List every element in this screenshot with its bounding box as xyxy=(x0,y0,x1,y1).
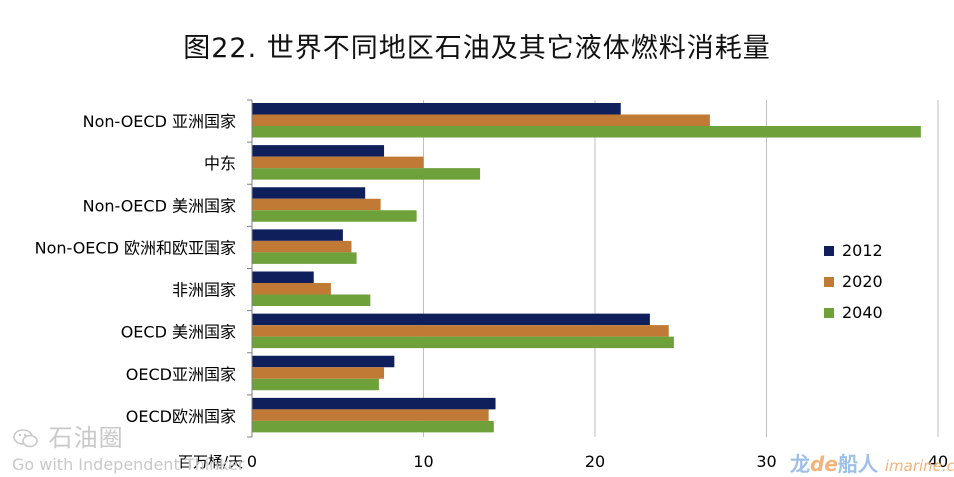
watermark-right: 龙de船人 imarine.cn xyxy=(790,448,954,477)
grid-layer xyxy=(423,100,939,437)
bar-2012 xyxy=(252,187,366,199)
bar-2012 xyxy=(252,103,621,115)
bar-2040 xyxy=(252,336,674,349)
bar-2020 xyxy=(252,409,489,421)
bar-2020 xyxy=(252,283,331,295)
x-tick-label: 20 xyxy=(585,452,605,471)
bar-2020 xyxy=(252,198,381,211)
bar-2012 xyxy=(252,313,650,326)
legend-label: 2012 xyxy=(842,241,883,260)
bar-2012 xyxy=(252,271,314,283)
category-label: Non-OECD 欧洲和欧亚国家 xyxy=(35,238,236,257)
category-label: 中东 xyxy=(204,154,236,173)
watermark-right-part-3: 船人 xyxy=(837,452,878,476)
category-label: OECD 美洲国家 xyxy=(121,323,236,342)
bar-2012 xyxy=(252,397,496,410)
bar-2012 xyxy=(252,229,343,241)
bar-2040 xyxy=(252,126,921,138)
bar-layer xyxy=(252,103,921,433)
bar-2040 xyxy=(252,168,481,180)
bar-2020 xyxy=(252,240,352,253)
category-label: 非洲国家 xyxy=(172,281,236,300)
axis-layer xyxy=(247,99,253,438)
legend: 2012 2020 2040 xyxy=(824,241,883,322)
bar-2040 xyxy=(252,294,371,306)
bar-2020 xyxy=(252,156,424,169)
bar-2040 xyxy=(252,378,379,391)
watermark-right-part-1: 龙 xyxy=(790,452,810,476)
bar-2040 xyxy=(252,252,357,264)
x-tick-label: 30 xyxy=(756,452,776,471)
watermark-left-slogan: Go with Independent Thinker xyxy=(12,455,245,474)
bar-2012 xyxy=(252,355,395,368)
watermark-left: 石油圈 Go with Independent Thinker xyxy=(12,418,244,474)
bar-2040 xyxy=(252,420,494,433)
watermark-right-part-4: imarine.cn xyxy=(884,457,954,475)
bar-2020 xyxy=(252,325,669,337)
bar-2012 xyxy=(252,145,385,157)
legend-swatch-2040 xyxy=(824,308,834,318)
x-tick-label: 10 xyxy=(413,452,433,471)
legend-label: 2040 xyxy=(842,303,883,322)
x-tick-label: 0 xyxy=(247,452,257,471)
category-label: Non-OECD 亚洲国家 xyxy=(83,112,236,131)
bar-2040 xyxy=(252,210,417,222)
watermark-right-part-2: de xyxy=(810,452,838,476)
category-label: OECD亚洲国家 xyxy=(126,365,236,384)
wechat-icon xyxy=(13,429,38,448)
legend-label: 2020 xyxy=(842,272,883,291)
legend-swatch-2012 xyxy=(824,246,834,256)
chart-title: 图22. 世界不同地区石油及其它液体燃料消耗量 xyxy=(183,33,771,64)
bar-2020 xyxy=(252,367,385,379)
x-tick-label: 40 xyxy=(928,452,948,471)
legend-swatch-2020 xyxy=(824,277,834,287)
category-label: OECD欧洲国家 xyxy=(126,407,236,426)
bar-2020 xyxy=(252,114,710,126)
x-axis-label: 百万桶/天 xyxy=(178,453,243,471)
tick-label-layer: 0 10 20 30 40 xyxy=(247,452,948,471)
watermark-left-brand: 石油圈 xyxy=(48,424,124,452)
category-label: Non-OECD 美洲国家 xyxy=(83,196,236,215)
